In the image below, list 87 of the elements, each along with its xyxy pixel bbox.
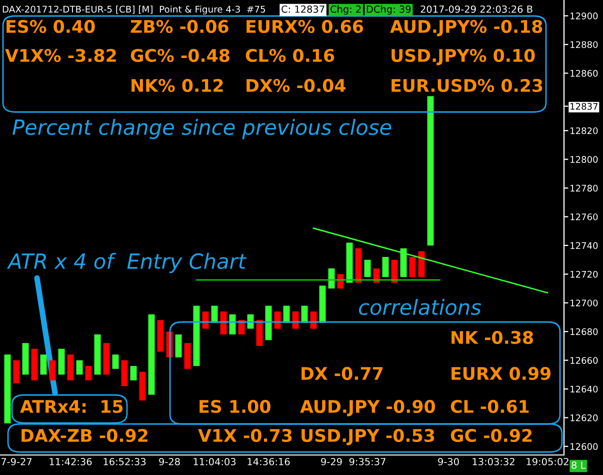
annotation: ZB% -0.06	[130, 20, 228, 34]
y-tick-label: 12900	[570, 12, 598, 20]
annotation: ATRx4: 15	[20, 400, 123, 414]
annotation: USD.JPY% 0.10	[392, 48, 535, 66]
x-tick-label: 14:36:16	[248, 458, 290, 466]
y-tick-label: 12680	[570, 328, 598, 336]
bar	[121, 360, 128, 386]
bar	[382, 256, 389, 278]
x-tick-label: 11:04:03	[194, 458, 236, 466]
bar	[319, 286, 326, 323]
y-tick-label: 12720	[570, 270, 598, 278]
annotation: V1X% -3.82	[5, 48, 116, 62]
annotation: CL% 0.16	[246, 48, 334, 62]
bar	[13, 360, 20, 384]
y-tick-label: 12620	[570, 414, 598, 422]
x-tick-label: 16:52:33	[104, 458, 146, 466]
bar	[175, 334, 182, 358]
bar	[67, 354, 74, 380]
bar	[157, 320, 164, 352]
y-tick-label: 12660	[570, 357, 598, 364]
bar	[49, 360, 56, 380]
y-tick-label: 12820	[570, 127, 598, 134]
bar	[346, 242, 353, 283]
bar	[31, 348, 38, 380]
bar	[103, 343, 110, 375]
x-tick-label: 7-9-27	[1, 458, 32, 466]
x-tick-label: 13:03:32	[472, 458, 514, 466]
bar	[364, 260, 371, 278]
bar	[193, 306, 200, 366]
annotation: ATR x 4 of Entry Chart	[6, 252, 247, 274]
y-tick-label: 12760	[570, 213, 598, 220]
y-tick-label: 12780	[570, 184, 598, 192]
y-tick-label: 12740	[570, 242, 598, 249]
bar	[256, 320, 263, 346]
bar	[427, 96, 434, 246]
annotation: DAX-ZB -0.92	[22, 428, 148, 442]
y-tick-label: 12600	[570, 443, 598, 450]
bar	[85, 366, 92, 380]
bar	[112, 354, 119, 369]
text: DAX-201712-DTB-EUR-5 [CB] [M] Point & Figure 4-3 #75	[2, 6, 266, 14]
annotation: DChg: 39	[366, 5, 411, 15]
x-tick-label: 11:42:36	[50, 458, 92, 466]
y-tick-label: 12880	[570, 41, 598, 48]
y-tick-label: 12860	[570, 70, 598, 77]
annotation: 2017-09-29 22:03:26 B	[420, 5, 532, 13]
annotation: EURX 0.99	[452, 366, 550, 380]
bar	[40, 354, 47, 375]
x-tick-label: 19:05:02	[526, 458, 568, 466]
annotation: correlations	[358, 298, 482, 316]
bar	[22, 343, 29, 375]
annotation: V1X -0.73	[198, 428, 292, 442]
text: 8 L	[572, 461, 586, 469]
bar	[148, 314, 155, 395]
annotation: DX -0.77	[302, 366, 382, 380]
annotation: C: 12837	[282, 5, 324, 13]
x-tick-label: 9-29	[321, 458, 342, 466]
bar	[130, 366, 137, 380]
bar	[409, 256, 416, 278]
annotation: ES% 0.40	[6, 20, 95, 34]
annotation: NK -0.38	[452, 330, 533, 344]
annotation: Percent change since previous close	[12, 118, 392, 140]
x-tick-label: 9-30	[438, 458, 459, 466]
x-tick-label: 9:35:37	[349, 458, 386, 466]
bar	[76, 360, 83, 375]
annotation: NK% 0.12	[132, 78, 223, 92]
y-tick-label: 12837	[570, 102, 598, 110]
annotation: GC% -0.48	[130, 48, 230, 62]
bar	[184, 343, 191, 369]
annotation: EUR.USD% 0.23	[392, 78, 542, 92]
bar	[58, 348, 65, 375]
bar	[265, 306, 272, 340]
x-tick-label: 9-28	[159, 458, 180, 466]
annotation: AUD.JPY -0.90	[300, 400, 436, 416]
annotation: DX% -0.04	[246, 78, 346, 92]
bar	[4, 354, 11, 424]
y-tick-label: 12800	[570, 156, 598, 163]
annotation: USD.JPY -0.53	[302, 428, 434, 446]
annotation: ES 1.00	[200, 400, 270, 414]
annotation: EURX% 0.66	[246, 20, 364, 34]
y-tick-label: 12700	[570, 300, 598, 306]
annotation: AUD.JPY% -0.18	[390, 20, 542, 36]
y-tick-label: 12640	[570, 386, 598, 393]
annotation: Chg: 2	[330, 5, 361, 15]
bar	[94, 334, 101, 375]
bar	[139, 372, 146, 400]
annotation: GC -0.92	[450, 428, 532, 442]
annotation: CL -0.61	[450, 400, 529, 414]
